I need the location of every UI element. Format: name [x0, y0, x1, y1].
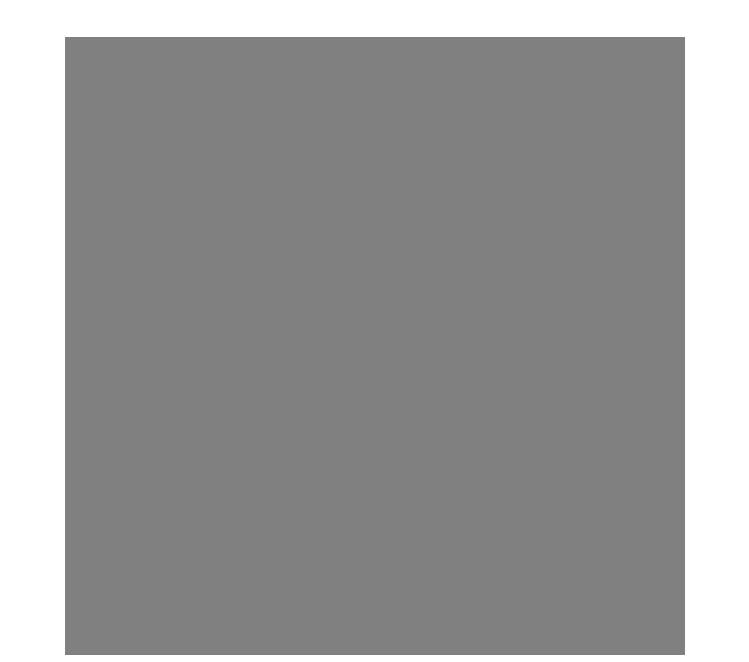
- word-cloud: [65, 37, 685, 655]
